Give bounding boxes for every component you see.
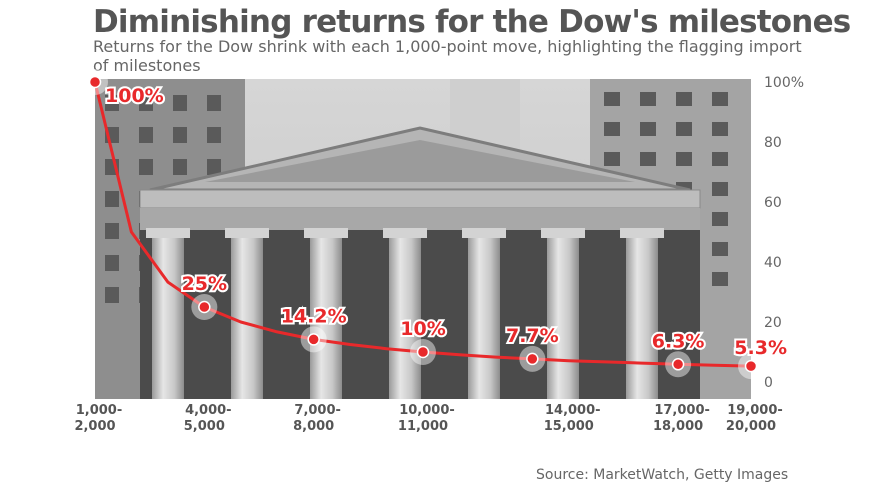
x-tick-label: 10,000- [399, 403, 455, 418]
data-point [744, 359, 758, 373]
x-tick-label: 19,000- [727, 403, 783, 418]
x-tick-label: 5,000 [184, 419, 225, 434]
y-tick-label: 60 [764, 195, 782, 211]
data-point [198, 300, 211, 314]
data-label: 100% [105, 85, 164, 107]
chart-subtitle: Returns for the Dow shrink with each 1,0… [93, 37, 802, 75]
data-label: 5.3% [734, 337, 787, 359]
x-tick-label: 7,000- [294, 403, 341, 418]
data-label: 25% [182, 273, 227, 295]
x-tick-label: 15,000 [544, 419, 594, 434]
data-label: 6.3% [652, 330, 705, 352]
x-tick-label: 1,000- [76, 403, 123, 418]
y-tick-label: 40 [764, 255, 782, 271]
x-tick-label: 14,000- [545, 403, 601, 418]
x-axis: 1,000-2,000 4,000-5,000 7,000-8,000 10,000-… [74, 403, 782, 434]
y-axis: 100% 80 60 40 20 0 [764, 75, 804, 391]
x-tick-label: 8,000 [293, 419, 334, 434]
x-tick-label: 2,000 [74, 419, 115, 434]
x-tick-label: 17,000- [654, 403, 710, 418]
x-tick-label: 18,000 [653, 419, 703, 434]
data-point [307, 333, 320, 346]
stock-exchange-background-photo [95, 79, 751, 399]
x-tick-label: 11,000 [398, 419, 448, 434]
x-tick-label: 4,000- [185, 403, 232, 418]
y-tick-label: 20 [764, 315, 782, 331]
data-point [88, 75, 102, 89]
y-tick-label: 0 [764, 375, 773, 391]
data-point [526, 352, 539, 366]
y-tick-label: 80 [764, 135, 782, 151]
x-tick-label: 20,000 [726, 419, 776, 434]
data-point [671, 358, 685, 371]
series-dow-returns [82, 69, 764, 380]
data-label: 10% [400, 318, 445, 340]
source-note: Source: MarketWatch, Getty Images [536, 467, 789, 483]
chart-title: Diminishing returns for the Dow's milest… [93, 4, 851, 40]
data-label: 7.7% [506, 325, 559, 347]
data-labels: 100% 25% 14.2% 10% 7.7% 6.3% 5.3% [103, 83, 789, 361]
y-tick-label: 100% [764, 75, 804, 91]
data-label: 14.2% [281, 305, 347, 327]
data-point [416, 345, 430, 359]
